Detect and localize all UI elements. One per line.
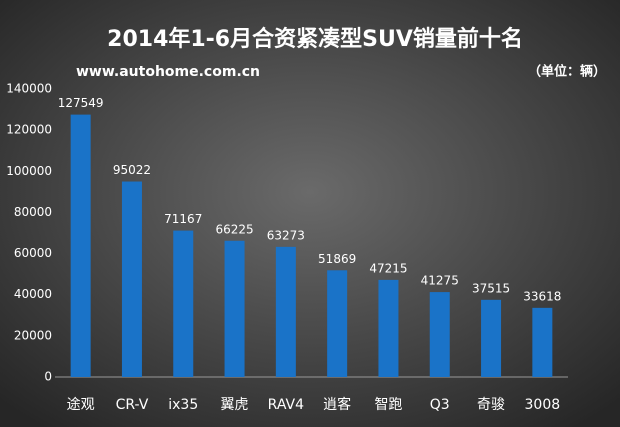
bar [532,307,553,377]
chart-subtitle: www.autohome.com.cn [76,64,260,80]
x-tick-label: 逍客 [323,396,351,413]
value-label: 37515 [472,281,510,295]
x-tick-label: 翼虎 [221,397,249,413]
chart-title: 2014年1-6月合资紧凑型SUV销量前十名 [107,26,523,52]
x-tick-label: Q3 [430,397,450,413]
bar [70,114,91,377]
bar [173,230,194,377]
x-tick-label: 3008 [525,397,561,413]
x-tick-label: RAV4 [268,397,304,413]
bar [275,246,296,377]
bar [224,240,245,377]
x-tick-label: 奇骏 [477,396,505,413]
bar [429,292,450,377]
value-label: 66225 [215,222,253,236]
bar [327,270,348,377]
bar [121,181,142,377]
y-tick-label: 80000 [14,205,52,219]
y-tick-label: 60000 [14,246,52,260]
bar [481,299,502,377]
y-tick-label: 0 [44,370,52,384]
value-label: 63273 [267,228,305,242]
bar [378,279,399,377]
x-tick-label: 智跑 [374,397,402,413]
y-tick-label: 100000 [6,164,52,178]
value-label: 47215 [369,261,407,275]
y-tick-label: 140000 [6,82,52,96]
value-label: 33618 [523,289,561,303]
value-label: 41275 [421,274,459,288]
y-tick-label: 20000 [14,328,52,342]
unit-label: （单位：辆） [528,64,606,80]
y-tick-label: 40000 [14,287,52,301]
value-label: 71167 [164,212,202,226]
x-tick-label: ix35 [168,397,198,413]
x-tick-label: 途观 [67,396,95,413]
y-tick-label: 120000 [6,123,52,137]
x-tick-label: CR-V [116,397,149,413]
value-label: 95022 [113,163,151,177]
value-label: 51869 [318,252,356,266]
value-label: 127549 [58,96,104,110]
